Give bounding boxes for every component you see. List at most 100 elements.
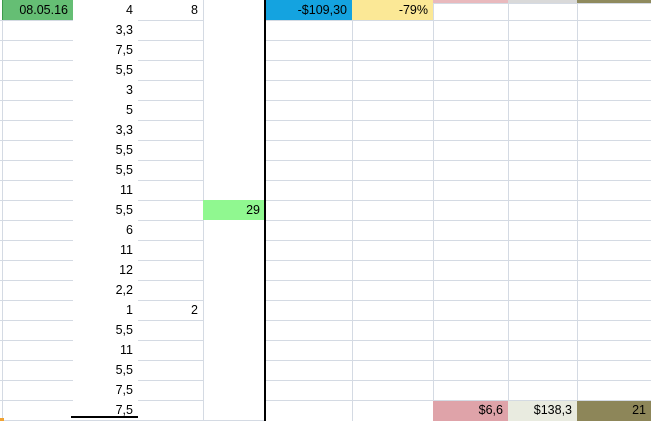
cell-D16[interactable]: 2 <box>191 303 198 317</box>
gridline-h <box>0 159 73 161</box>
thick-vertical-divider <box>264 0 267 421</box>
gridline-h <box>0 359 73 361</box>
cell-H21[interactable]: $6,6 <box>433 400 508 421</box>
gridline-h <box>0 339 73 341</box>
cell-C18[interactable]: 11 <box>120 343 133 357</box>
cell-C15[interactable]: 2,2 <box>115 283 133 297</box>
gridline-h <box>266 399 651 401</box>
gridline-h <box>138 99 203 101</box>
gridline-h <box>266 259 651 261</box>
cell-F1[interactable]: -$109,30 <box>266 0 352 20</box>
gridline-h <box>0 79 73 81</box>
gridline-h <box>0 99 73 101</box>
cell-C11[interactable]: 5,5 <box>115 203 133 217</box>
gridline-h <box>138 159 203 161</box>
gridline-h <box>0 199 73 201</box>
gridline-h <box>138 319 203 321</box>
cell-C6[interactable]: 5 <box>126 103 133 117</box>
gridline-v <box>577 0 578 421</box>
gridline-v <box>508 0 509 421</box>
gridline-h <box>266 219 651 221</box>
gridline-h <box>138 119 203 121</box>
gridline-h <box>433 2 651 4</box>
cell-C16[interactable]: 1 <box>126 303 133 317</box>
top-sliver-J <box>577 0 651 3</box>
gridline-h <box>138 379 203 381</box>
gridline-h <box>0 59 73 61</box>
gridline-h <box>0 299 73 301</box>
gridline-h <box>266 99 651 101</box>
gridline-h <box>0 319 73 321</box>
gridline-h <box>0 139 73 141</box>
cell-C12[interactable]: 6 <box>126 223 133 237</box>
cell-C17[interactable]: 5,5 <box>115 323 133 337</box>
cell-C9[interactable]: 5,5 <box>115 163 133 177</box>
gridline-h <box>266 159 651 161</box>
cell-C5[interactable]: 3 <box>126 83 133 97</box>
gridline-h <box>266 279 651 281</box>
gridline-h <box>138 39 203 41</box>
gridline-h <box>266 379 651 381</box>
cell-C19[interactable]: 5,5 <box>115 363 133 377</box>
top-sliver-H <box>433 0 508 3</box>
cell-C20[interactable]: 7,5 <box>115 383 133 397</box>
top-sliver-I <box>508 0 577 3</box>
gridline-h <box>266 79 651 81</box>
gridline-h <box>0 279 73 281</box>
cell-C7[interactable]: 3,3 <box>115 123 133 137</box>
cell-C1[interactable]: 4 <box>126 3 133 17</box>
gridline-h <box>138 299 203 301</box>
cell-C2[interactable]: 3,3 <box>115 23 133 37</box>
gridline-h <box>138 259 203 261</box>
gridline-h <box>266 199 651 201</box>
gridline-h <box>138 19 203 21</box>
gridline-h <box>0 119 73 121</box>
gridline-h <box>138 239 203 241</box>
gridline-h <box>266 179 651 181</box>
gridline-h <box>266 339 651 341</box>
cell-J21[interactable]: 21 <box>577 400 651 421</box>
gridline-h <box>0 239 73 241</box>
gridline-h <box>0 399 73 401</box>
gridline-h <box>138 179 203 181</box>
cell-C4[interactable]: 5,5 <box>115 63 133 77</box>
cell-C3[interactable]: 7,5 <box>115 43 133 57</box>
gridline-h <box>138 339 203 341</box>
cell-C8[interactable]: 5,5 <box>115 143 133 157</box>
gridline-h <box>138 279 203 281</box>
gridline-h <box>0 259 73 261</box>
cell-C14[interactable]: 12 <box>119 263 133 277</box>
gridline-h <box>0 39 73 41</box>
gridline-v <box>2 0 3 421</box>
gridline-v <box>352 0 353 421</box>
cell-C10[interactable]: 11 <box>120 183 133 197</box>
cell-E11[interactable]: 29 <box>203 200 265 220</box>
gridline-h <box>266 39 651 41</box>
gridline-h <box>0 179 73 181</box>
cell-B1[interactable]: 08.05.16 <box>2 0 73 20</box>
gridline-h <box>266 359 651 361</box>
cell-G1[interactable]: -79% <box>352 0 433 20</box>
cell-C13[interactable]: 11 <box>120 243 133 257</box>
gridline-h <box>266 119 651 121</box>
gridline-h <box>266 59 651 61</box>
gridline-h <box>0 379 73 381</box>
orange-corner <box>0 417 4 421</box>
sum-underline <box>71 415 138 419</box>
gridline-h <box>138 139 203 141</box>
gridline-h <box>138 199 203 201</box>
gridline-h <box>138 399 203 401</box>
gridline-h <box>138 359 203 361</box>
gridline-h <box>0 19 73 21</box>
gridline-h <box>138 59 203 61</box>
gridline-h <box>0 219 73 221</box>
cell-I21[interactable]: $138,3 <box>508 400 577 421</box>
gridline-h <box>266 19 651 21</box>
gridline-h <box>266 239 651 241</box>
cell-D1[interactable]: 8 <box>191 3 198 17</box>
gridline-h <box>138 219 203 221</box>
gridline-h <box>266 139 651 141</box>
cell-C21[interactable]: 7,5 <box>115 403 133 417</box>
gridline-h <box>266 319 651 321</box>
